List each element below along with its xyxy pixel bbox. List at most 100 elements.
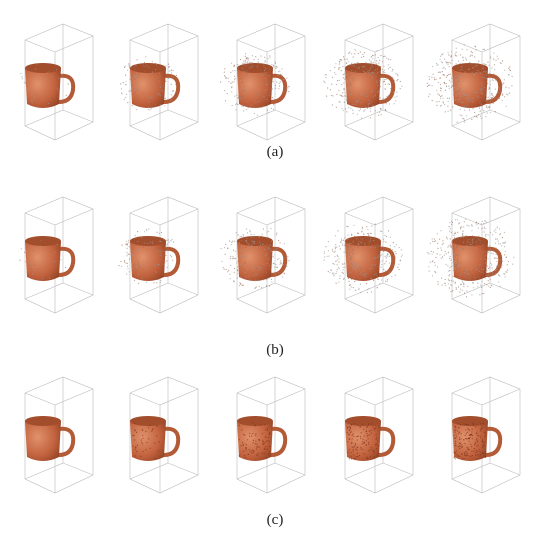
noise-point [351,262,353,265]
noise-point [265,80,267,82]
noise-point [355,269,357,271]
noise-point [347,99,349,102]
noise-point [147,106,149,108]
noise-point [432,251,435,253]
noise-point [394,96,396,98]
noise-point [490,252,492,254]
noise-point [266,231,268,233]
noise-point [230,255,232,257]
noise-point [387,68,389,70]
noise-point [475,247,477,249]
noise-point [345,251,347,253]
noise-point [366,107,368,109]
noise-point [366,273,368,275]
noise-point [146,64,148,66]
noise-point [458,223,460,225]
noise-point [494,88,496,90]
noise-point [463,226,465,228]
noise-point [456,454,458,456]
noise-point [470,54,472,56]
noise-point [245,91,247,93]
noise-point [360,432,362,434]
noise-point [445,85,447,87]
noise-point [453,247,455,249]
noise-point [371,95,373,97]
noise-point [268,441,270,443]
noise-point [245,58,247,60]
noise-point [329,70,331,72]
noise-point [392,241,394,244]
noise-point [359,283,361,285]
mug-body [237,421,273,461]
noise-point [397,75,399,77]
noise-point [226,93,228,95]
noise-point [486,112,488,114]
noise-point [264,72,266,74]
noise-point [124,261,126,263]
noise-point [374,274,376,276]
noise-point [259,241,261,243]
noise-point [486,78,488,80]
noise-point [359,108,361,110]
noise-point [362,70,364,72]
noise-point [448,79,451,81]
noise-point [127,69,129,71]
noise-point [385,257,387,259]
noise-point [32,267,34,269]
noise-point [457,433,460,435]
noise-point [357,243,359,245]
noise-point [444,104,446,106]
noise-point [249,432,251,435]
noise-point [462,117,464,120]
noise-point [269,55,271,57]
noise-point [360,292,362,294]
noise-point [133,264,135,266]
noise-point [264,68,267,70]
noise-point [484,64,486,66]
noise-point [231,258,234,260]
noise-point [146,442,148,444]
noise-point [498,97,500,100]
noise-point [431,275,434,277]
panel [427,196,521,314]
noise-point [334,66,336,68]
noise-point [45,106,47,108]
noise-point [252,439,255,441]
noise-point [253,268,255,270]
noise-point [373,450,375,452]
noise-point [454,437,457,439]
noise-point [443,66,445,68]
noise-point [364,245,366,247]
noise-point [458,439,460,441]
noise-point [236,270,239,272]
noise-point [466,290,468,292]
noise-point [479,90,481,92]
noise-point [454,55,456,57]
noise-point [347,260,349,262]
noise-point [352,240,354,242]
noise-point [448,270,450,272]
noise-point [265,257,268,259]
noise-point [347,61,349,63]
noise-point [141,236,143,239]
noise-point [251,449,253,451]
noise-point [168,241,170,243]
noise-point [354,268,356,270]
noise-point [344,95,346,97]
noise-point [458,83,460,85]
noise-point [455,269,458,271]
noise-point [476,65,478,67]
noise-point [152,241,154,243]
noise-point [338,79,340,81]
noise-point [440,104,442,106]
noise-point [378,65,380,67]
noise-point [329,272,331,274]
noise-point [170,83,172,85]
noise-point [269,244,272,246]
noise-point [130,250,132,252]
noise-point [166,250,168,252]
noise-point [267,247,269,249]
noise-point [274,266,276,268]
noise-point [347,272,349,274]
noise-point [459,96,462,98]
